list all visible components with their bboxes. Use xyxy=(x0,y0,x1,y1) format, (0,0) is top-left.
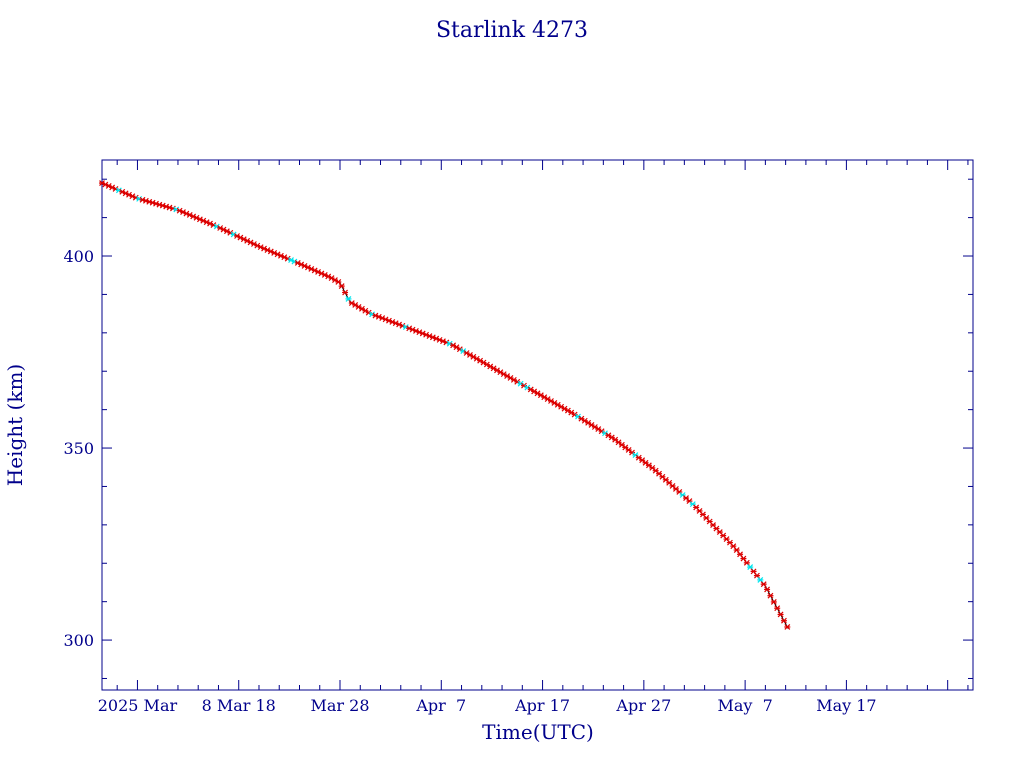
x-axis-label: Time(UTC) xyxy=(482,720,594,744)
series-line xyxy=(101,182,789,629)
data-point xyxy=(760,581,767,588)
chart-title: Starlink 4273 xyxy=(436,18,588,43)
data-point xyxy=(780,617,787,624)
data-point xyxy=(764,586,771,593)
x-tick-label: May 17 xyxy=(816,696,876,715)
y-tick-label: 400 xyxy=(63,247,94,266)
data-point xyxy=(770,599,777,605)
data-point xyxy=(733,547,740,553)
data-point xyxy=(777,611,784,618)
data-point xyxy=(743,559,750,566)
x-tick-label: Apr 7 xyxy=(415,696,466,715)
x-tick-label: Mar 28 xyxy=(310,696,369,715)
data-point xyxy=(784,624,791,630)
data-point xyxy=(750,568,757,575)
y-tick-label: 350 xyxy=(63,439,94,458)
data-point xyxy=(757,576,764,583)
data-point xyxy=(767,592,774,599)
series-layer xyxy=(99,180,791,630)
data-point xyxy=(774,605,781,612)
data-point xyxy=(740,555,747,562)
data-point xyxy=(342,289,349,296)
x-axis: 2025 Mar 8 Mar 18 Mar 28 Apr 7 Apr 17 Apr 27 M… xyxy=(98,160,969,715)
data-point xyxy=(753,572,760,579)
data-point xyxy=(737,551,744,558)
data-point xyxy=(345,295,352,302)
data-point xyxy=(747,564,754,571)
data-point xyxy=(335,279,342,285)
data-point xyxy=(730,543,737,550)
data-point xyxy=(338,283,345,290)
x-tick-label: 8 Mar 18 xyxy=(202,696,276,715)
x-tick-label: 2025 Mar xyxy=(98,696,178,715)
y-axis: 300 350 400 xyxy=(63,178,973,679)
data-point xyxy=(608,434,615,441)
plot-frame xyxy=(101,159,974,691)
x-tick-label: Apr 17 xyxy=(514,696,570,715)
x-tick-label: Apr 27 xyxy=(615,696,671,715)
x-tick-label: May 7 xyxy=(717,696,772,715)
y-tick-label: 300 xyxy=(63,631,94,650)
y-axis-label: Height (km) xyxy=(3,364,27,486)
